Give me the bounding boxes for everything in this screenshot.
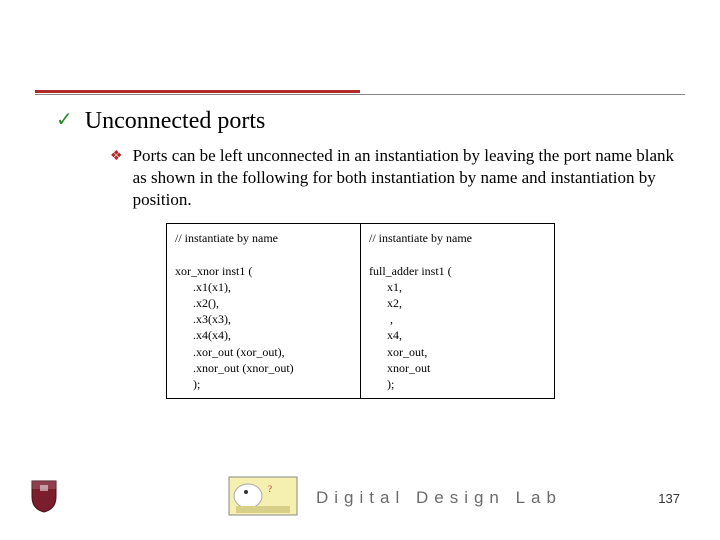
- footer-label: Digital Design Lab: [316, 488, 562, 508]
- slide-footer: ? Digital Design Lab 137: [0, 476, 720, 520]
- rule-gray-line: [35, 94, 685, 95]
- shield-logo-icon: [30, 479, 58, 518]
- rule-red-segment: [35, 90, 360, 93]
- code-box-right: // instantiate by name full_adder inst1 …: [360, 223, 555, 399]
- svg-text:?: ?: [268, 484, 272, 494]
- heading-text: Unconnected ports: [85, 108, 266, 135]
- page-number: 137: [658, 491, 680, 506]
- slide-content: ✓ Unconnected ports ❖ Ports can be left …: [56, 108, 680, 399]
- code-boxes: // instantiate by name xor_xnor inst1 ( …: [166, 223, 680, 399]
- diamond-icon: ❖: [110, 148, 123, 165]
- code-left-title: // instantiate by name: [175, 231, 278, 245]
- code-right-body: full_adder inst1 ( x1, x2, , x4, xor_out…: [369, 264, 452, 391]
- code-left-body: xor_xnor inst1 ( .x1(x1), .x2(), .x3(x3)…: [175, 264, 294, 391]
- bullet-level-2: ❖ Ports can be left unconnected in an in…: [110, 145, 680, 211]
- bullet-level-1: ✓ Unconnected ports: [56, 108, 680, 135]
- title-rule: [35, 90, 685, 96]
- footer-graphic-icon: ?: [228, 476, 298, 521]
- checkmark-icon: ✓: [56, 108, 73, 132]
- code-box-left: // instantiate by name xor_xnor inst1 ( …: [166, 223, 361, 399]
- paragraph-text: Ports can be left unconnected in an inst…: [133, 145, 680, 211]
- code-right-title: // instantiate by name: [369, 231, 472, 245]
